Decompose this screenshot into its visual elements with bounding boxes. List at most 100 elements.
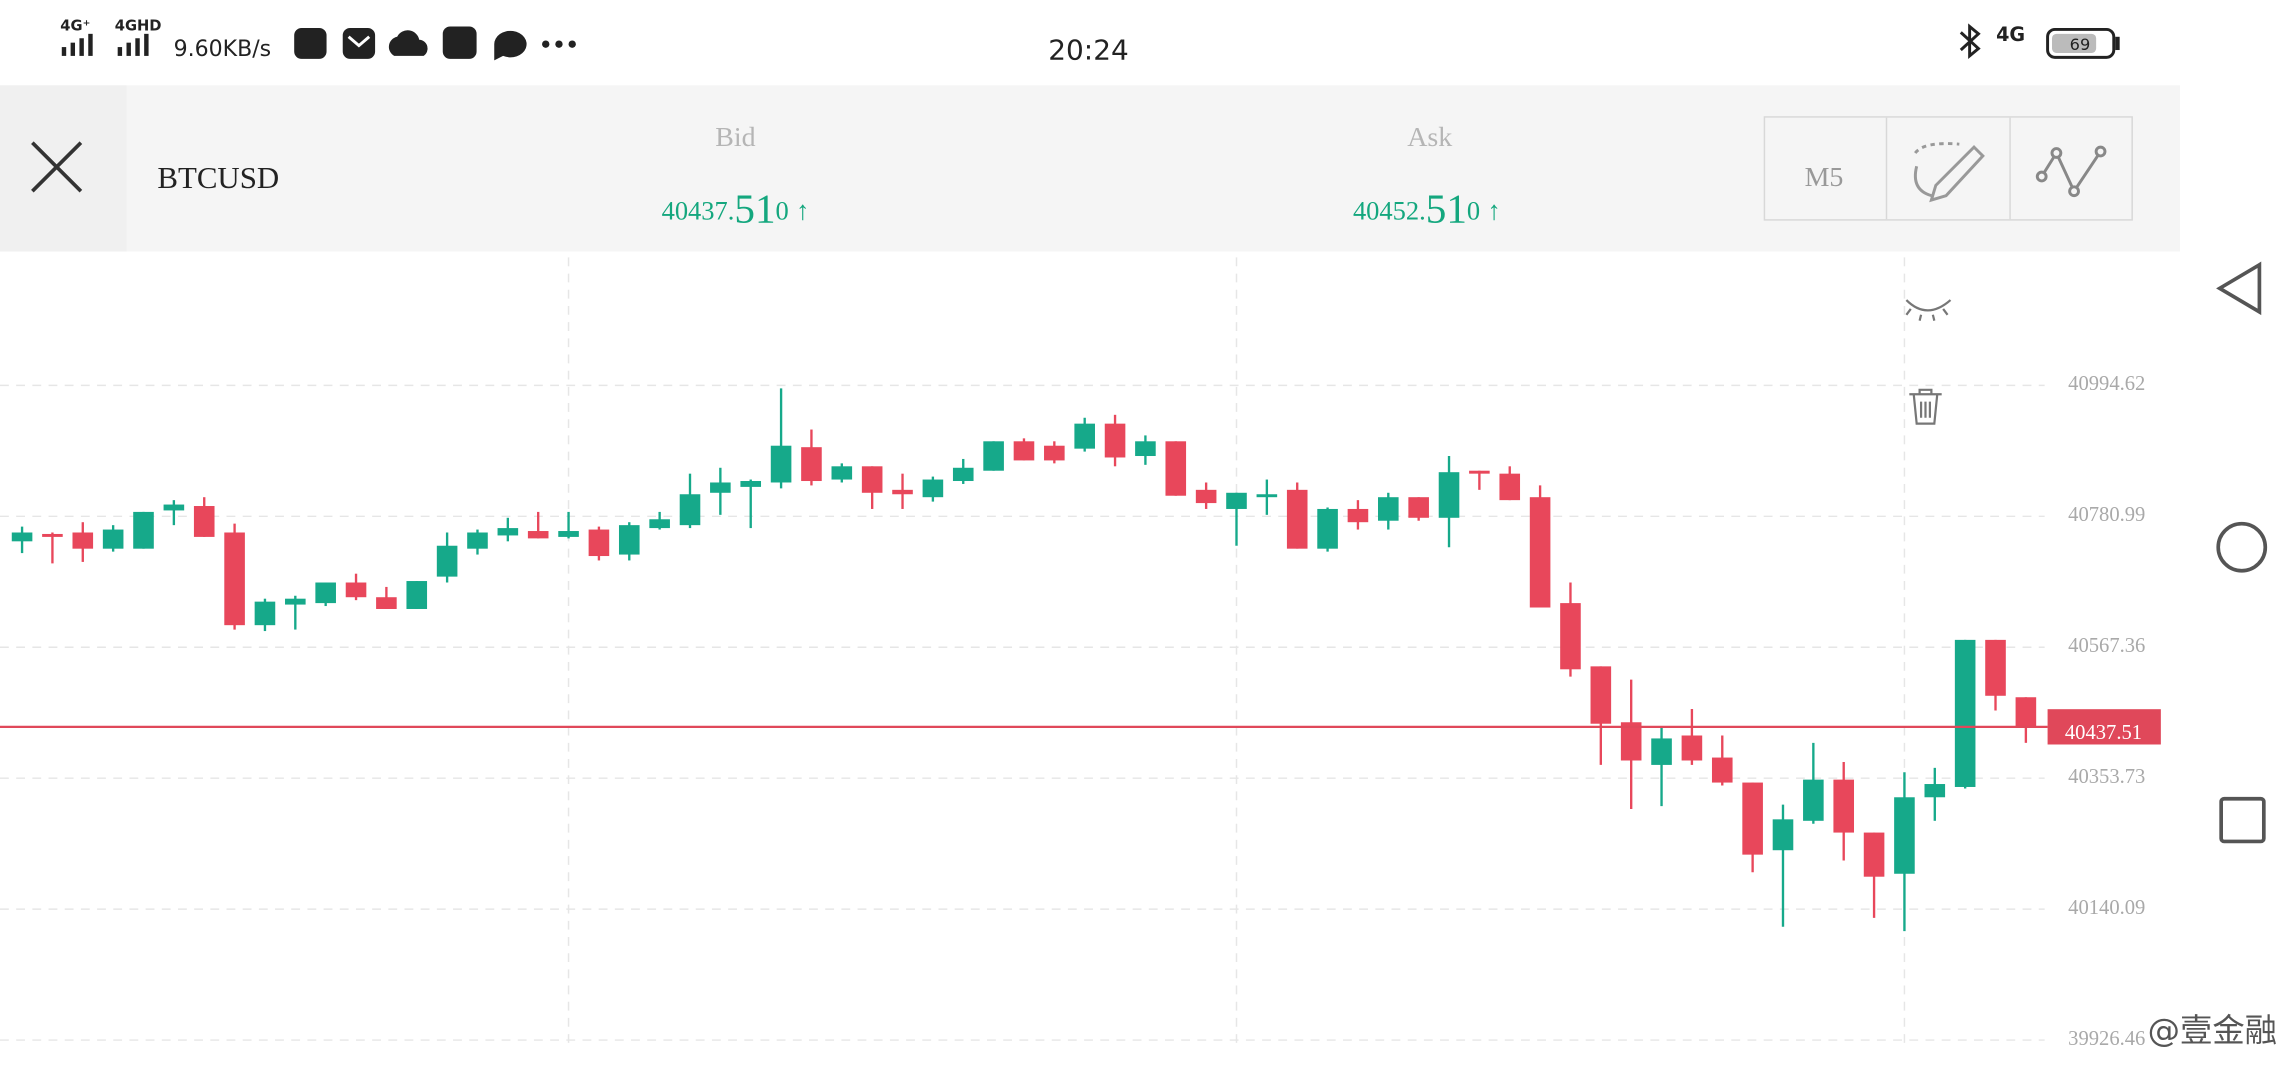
- bluetooth-icon: [1959, 23, 1981, 60]
- battery-level: 69: [2070, 35, 2091, 54]
- candle-body: [801, 447, 822, 482]
- candle-body: [1408, 497, 1429, 518]
- signal-label: 4G: [1996, 23, 2025, 46]
- candle-body: [133, 511, 154, 549]
- candle-body: [1074, 423, 1095, 449]
- candle-body: [193, 506, 215, 537]
- recent-button[interactable]: [2219, 796, 2266, 844]
- candle-body: [102, 529, 124, 549]
- y-tick-label: 40567.36: [2068, 635, 2145, 657]
- clock: 20:24: [1048, 33, 1129, 66]
- nav-bar: [2216, 261, 2268, 844]
- candle-body: [1226, 492, 1247, 509]
- candle-body: [2015, 697, 2037, 727]
- candle-body: [770, 445, 792, 483]
- candle-body: [1560, 603, 1581, 670]
- delete-button[interactable]: [1909, 388, 1942, 425]
- y-tick-label: 40140.09: [2068, 897, 2145, 919]
- home-button[interactable]: [2216, 521, 2268, 573]
- chart: 40994.62 40780.99 40567.36 40353.73 40140.09…: [0, 257, 2161, 1080]
- candle-body: [254, 601, 276, 626]
- candle-body: [861, 466, 883, 493]
- draw-button[interactable]: [1913, 142, 1985, 203]
- candle-body: [1286, 489, 1308, 549]
- candle-body: [285, 598, 306, 605]
- price-part: 0: [1467, 195, 1480, 225]
- y-tick-label: 40780.99: [2068, 504, 2145, 526]
- candle-body: [1135, 441, 1156, 457]
- indicator-button[interactable]: [2035, 145, 2107, 198]
- candle-body: [163, 504, 185, 511]
- candle-body: [1894, 797, 1915, 874]
- candle-body: [1529, 497, 1551, 608]
- hide-button[interactable]: [1905, 299, 1952, 321]
- candle-body: [922, 479, 944, 498]
- candle-body: [1347, 508, 1369, 523]
- candle-body: [1195, 489, 1217, 504]
- cloud-icon: [388, 30, 428, 56]
- candle-body: [467, 532, 488, 549]
- candle-body: [1469, 470, 1490, 474]
- candle-body: [1590, 666, 1612, 724]
- y-tick-label: 40353.73: [2068, 766, 2145, 788]
- candle-body: [983, 441, 1004, 471]
- back-button[interactable]: [2216, 261, 2262, 316]
- candle-body: [315, 582, 336, 604]
- candle-body: [710, 482, 731, 493]
- timeframe: M5: [1805, 162, 1844, 193]
- candle-body: [952, 467, 974, 482]
- candle-body: [831, 466, 853, 480]
- candle-body: [1651, 738, 1672, 765]
- price-part: 40437.: [662, 195, 735, 225]
- alipay-icon: [442, 26, 477, 59]
- y-tick-label: 39926.46: [2068, 1028, 2145, 1050]
- candle-body: [436, 545, 458, 577]
- current-price-label: 40437.51: [2065, 722, 2142, 744]
- price-part: 0: [776, 195, 789, 225]
- candle-body: [1620, 722, 1642, 761]
- price-part: 51: [734, 186, 775, 232]
- symbol: BTCUSD: [157, 160, 279, 195]
- candle-body: [1803, 779, 1824, 821]
- candle-body: [1711, 757, 1733, 783]
- toolbar: [1763, 116, 2133, 221]
- candle-body: [1742, 782, 1763, 855]
- y-tick-label: 40994.62: [2068, 373, 2145, 395]
- price-arrow: ↑: [796, 195, 809, 225]
- candle-body: [618, 525, 640, 555]
- candle-body: [740, 481, 762, 487]
- candle-body: [892, 489, 913, 495]
- price-part: 40452.: [1353, 195, 1426, 225]
- candle-body: [1438, 472, 1460, 518]
- candle-body: [11, 532, 33, 542]
- candle-body: [406, 581, 428, 609]
- ask-price: 40452.510 ↑: [1353, 186, 1501, 232]
- close-icon: [31, 141, 83, 193]
- bid-price: 40437.510 ↑: [662, 186, 810, 232]
- header: BTCUSD Bid 40437.510 ↑ Ask 40452.510 ↑ M5: [0, 85, 2180, 252]
- more-icon: [542, 40, 576, 48]
- close-button[interactable]: [0, 85, 127, 252]
- candle-body: [1499, 473, 1521, 501]
- candle-body: [1681, 735, 1703, 761]
- chat-icon: [494, 30, 527, 61]
- candle-body: [1863, 832, 1885, 877]
- ask-label: Ask: [1407, 122, 1452, 153]
- signal-label: 4G⁺: [60, 17, 90, 34]
- current-price-tag: [2047, 709, 2161, 745]
- candle-body: [1985, 639, 2006, 696]
- candle-body: [1954, 639, 1976, 787]
- candle-body: [527, 531, 549, 539]
- candle-body: [72, 532, 94, 549]
- mail-icon: [342, 27, 376, 59]
- candle-body: [558, 531, 579, 537]
- candle-body: [1013, 441, 1035, 461]
- candle-body: [224, 532, 245, 626]
- candle-body: [1165, 441, 1187, 496]
- candle-body: [1104, 423, 1126, 458]
- candle-body: [1772, 819, 1794, 851]
- candle-body: [345, 582, 367, 598]
- battery-icon: [2046, 27, 2116, 59]
